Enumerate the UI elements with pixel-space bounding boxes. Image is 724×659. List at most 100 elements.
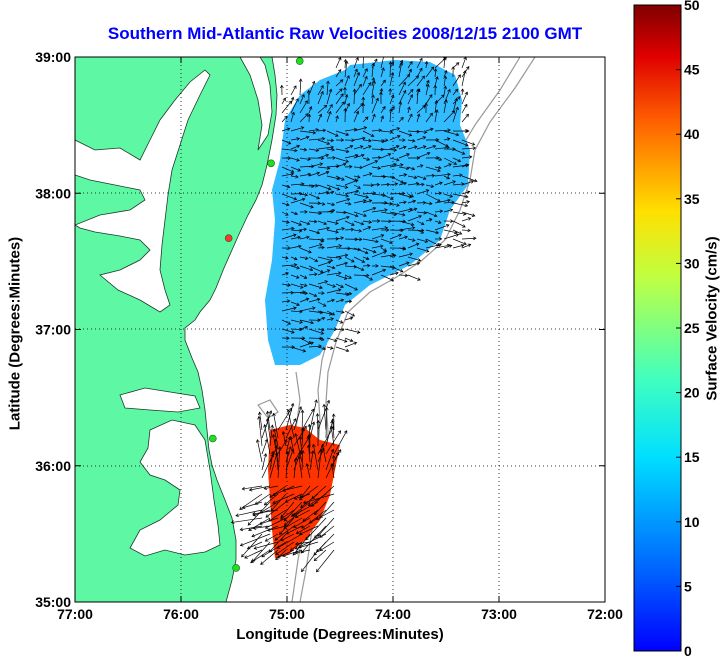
velocity-vector [362, 173, 372, 177]
velocity-vector-head [379, 91, 383, 95]
velocity-vector [295, 541, 319, 550]
velocity-vector-head [374, 160, 379, 164]
velocity-vector [407, 215, 422, 222]
velocity-vector-head [304, 291, 309, 296]
velocity-vector-head [290, 169, 295, 173]
velocity-vector [295, 549, 311, 554]
velocity-vector [299, 247, 312, 253]
velocity-vector [326, 283, 336, 288]
velocity-vector-head [247, 522, 252, 526]
velocity-vector-head [447, 172, 451, 177]
velocity-vector-head [460, 243, 465, 248]
velocity-vector-head [438, 237, 443, 241]
velocity-vector-head [371, 94, 375, 98]
velocity-vector-head [286, 299, 291, 303]
velocity-vector-head [276, 554, 281, 559]
velocity-vector [317, 449, 322, 479]
velocity-vector [452, 98, 458, 114]
velocity-vector [326, 148, 335, 151]
velocity-vector [281, 193, 297, 200]
velocity-vector [281, 166, 294, 173]
velocity-vector-head [447, 88, 451, 93]
velocity-vector-head [392, 254, 397, 258]
velocity-vector-head [360, 267, 365, 271]
velocity-vector [371, 234, 384, 240]
velocity-vector [425, 202, 433, 205]
velocity-vector-head [422, 176, 427, 180]
velocity-vector-head [362, 199, 367, 203]
velocity-vector-head [257, 415, 261, 420]
velocity-vector-head [271, 433, 276, 438]
velocity-vector [425, 166, 441, 172]
velocity-vector-head [406, 153, 410, 157]
velocity-vector-head [310, 320, 314, 325]
velocity-vector-head [316, 171, 321, 176]
velocity-vector [434, 166, 442, 169]
chesapeake-bay [75, 69, 211, 313]
velocity-vector-head [305, 297, 310, 302]
velocity-vector [353, 211, 367, 217]
velocity-vector [335, 193, 349, 197]
radar-station-marker [209, 434, 217, 443]
velocity-vector [308, 283, 323, 289]
velocity-vector [398, 227, 415, 231]
velocity-vector-head [464, 163, 469, 168]
velocity-vector-head [434, 99, 439, 104]
velocity-vector-head [344, 261, 349, 266]
velocity-vector-head [286, 184, 291, 189]
velocity-vector [362, 68, 368, 78]
velocity-vector-head [437, 198, 441, 202]
velocity-vector [290, 328, 303, 330]
velocity-vector-head [366, 273, 370, 278]
velocity-vector [316, 509, 335, 520]
velocity-vector-head [390, 94, 395, 98]
velocity-vector-head [429, 112, 433, 117]
velocity-vector [434, 157, 442, 161]
velocity-vector [362, 130, 374, 137]
velocity-vector-head [258, 521, 263, 526]
velocity-vector-head [328, 110, 332, 115]
velocity-vector-head [380, 234, 385, 238]
velocity-vector-head [295, 275, 300, 279]
velocity-vector-head [380, 115, 384, 120]
velocity-vector-head [409, 252, 413, 257]
velocity-vector [300, 493, 319, 508]
velocity-vector-head [272, 500, 276, 504]
velocity-vector-head [260, 561, 264, 565]
velocity-vector-head [382, 106, 386, 110]
velocity-vector-head [275, 551, 279, 555]
velocity-vector [362, 247, 377, 253]
velocity-vector-head [339, 79, 344, 83]
velocity-vector-head [396, 145, 400, 149]
velocity-vector [362, 160, 378, 168]
velocity-vector [299, 148, 307, 151]
velocity-vector [308, 244, 323, 249]
velocity-vector-head [424, 102, 428, 106]
velocity-vector-head [305, 135, 310, 140]
velocity-vector-head [316, 568, 320, 573]
velocity-vector-head [426, 83, 430, 88]
velocity-vector [326, 184, 340, 190]
velocity-vector [353, 69, 358, 78]
velocity-vector-head [387, 153, 392, 157]
velocity-vector [344, 342, 357, 348]
land-mass [75, 57, 278, 602]
velocity-vector-head [315, 412, 320, 417]
velocity-vector [285, 451, 289, 479]
velocity-vector-head [286, 220, 290, 224]
velocity-vector [389, 61, 391, 78]
velocity-vector-head [399, 59, 404, 64]
velocity-vector [250, 549, 271, 563]
velocity-vector-head [239, 506, 243, 510]
velocity-vector [344, 265, 357, 268]
velocity-vector-head [409, 94, 414, 98]
velocity-vector-head [296, 302, 300, 306]
velocity-vector-head [464, 143, 469, 147]
velocity-vector-head [429, 94, 433, 98]
velocity-vector-head [306, 434, 311, 438]
velocity-vector [407, 193, 414, 198]
velocity-vector-head [421, 182, 425, 187]
velocity-vector-head [343, 276, 348, 280]
velocity-vector-head [395, 271, 399, 276]
velocity-vector [308, 148, 319, 151]
